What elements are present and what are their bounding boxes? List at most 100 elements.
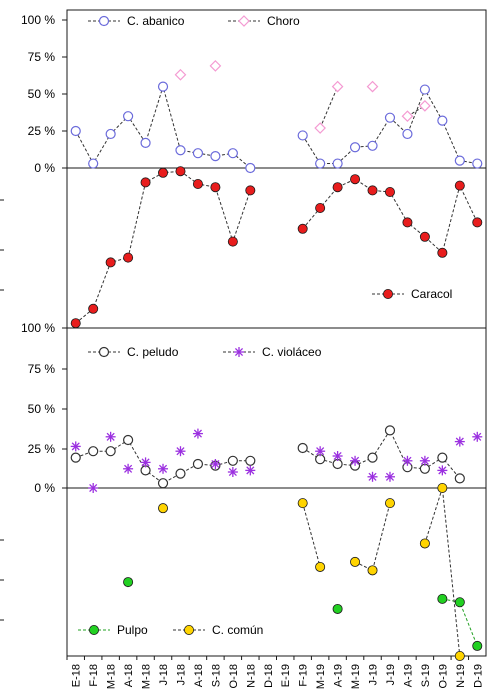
point-caracol [472, 217, 483, 228]
point-caracol [158, 167, 169, 178]
legend-marker [382, 288, 393, 299]
point-c-viol-ceo [192, 428, 203, 439]
point-pulpo [472, 640, 483, 651]
y-tick-label: 0 % [34, 481, 55, 495]
point-caracol [367, 185, 378, 196]
y-tick-label: 50 % [28, 87, 56, 101]
y-tick-label: 100 % [21, 13, 55, 27]
point-caracol [123, 252, 134, 263]
point-c-abanico [210, 151, 221, 162]
x-tick-label: J-19 [368, 664, 380, 685]
point-caracol [210, 182, 221, 193]
point-c-viol-ceo [123, 463, 134, 474]
point-caracol [350, 174, 361, 185]
legend-marker [234, 347, 244, 357]
point-c-com-n [297, 498, 308, 509]
point-c-abanico [192, 148, 204, 159]
point-c-peludo [157, 478, 169, 489]
point-choro [401, 110, 414, 123]
point-c-peludo [105, 446, 116, 457]
point-pulpo [332, 603, 343, 614]
point-c-viol-ceo [402, 455, 413, 466]
point-pulpo [437, 593, 448, 604]
x-tick-label: F-18 [88, 664, 100, 687]
point-c-viol-ceo [350, 455, 361, 466]
legend-marker [183, 625, 194, 636]
x-axis: E-18 F-18 M-18 A-18 M-18 J-18 J-18 A-18 S-18 O-18… [66, 656, 484, 689]
legend-marker [98, 15, 110, 27]
point-pulpo [123, 577, 134, 588]
point-choro [174, 68, 187, 81]
point-c-peludo [297, 442, 308, 454]
point-c-com-n [384, 498, 395, 509]
point-c-viol-ceo [472, 431, 483, 442]
point-caracol [454, 180, 465, 191]
point-c-abanico [70, 125, 81, 137]
point-c-peludo [384, 425, 396, 436]
point-c-viol-ceo [88, 483, 99, 493]
point-c-peludo [175, 468, 186, 479]
legend-label: Caracol [411, 287, 452, 301]
point-c-viol-ceo [315, 446, 326, 457]
legend-label: Choro [267, 14, 300, 28]
series-line-c-peludo [302, 429, 461, 479]
x-tick-label: M-18 [106, 664, 118, 689]
x-tick-label: N-18 [245, 664, 257, 688]
legend-label: Pulpo [117, 623, 148, 637]
point-c-abanico [140, 137, 151, 148]
point-c-com-n [419, 538, 430, 549]
point-c-abanico [437, 115, 448, 126]
point-caracol [88, 303, 99, 314]
point-c-abanico [88, 158, 99, 169]
point-caracol [245, 185, 256, 196]
legend-label: C. violáceo [262, 345, 322, 359]
x-tick-label: A-18 [123, 664, 135, 687]
point-c-viol-ceo [332, 451, 343, 461]
point-c-peludo [437, 452, 448, 463]
point-pulpo [454, 597, 465, 608]
x-tick-label: A-18 [193, 664, 205, 687]
point-c-viol-ceo [437, 465, 448, 476]
legend-label: C. abanico [127, 14, 185, 28]
series-line-c-com-n [302, 502, 321, 568]
point-c-abanico [157, 81, 169, 92]
x-tick-label: D-18 [263, 664, 275, 688]
point-c-abanico [349, 142, 361, 153]
x-tick-label: O-18 [228, 664, 240, 688]
point-c-abanico [384, 112, 396, 123]
point-c-viol-ceo [70, 441, 81, 452]
point-c-com-n [350, 556, 361, 567]
legend-label: C. común [212, 623, 263, 637]
point-c-abanico [227, 148, 238, 159]
x-tick-label: M-19 [315, 664, 327, 689]
point-c-viol-ceo [140, 457, 151, 468]
y-tick-label: 50 % [28, 402, 56, 416]
point-c-peludo [192, 458, 204, 470]
series-line-caracol [75, 170, 251, 324]
point-c-abanico [245, 162, 256, 174]
legends: C. abanico Choro Caracol C. peludo C. violác… [78, 14, 452, 637]
point-c-com-n [454, 651, 465, 662]
legend-marker [89, 625, 100, 636]
point-c-viol-ceo [105, 431, 116, 442]
y-axes: 100 % 75 % 50 % 25 % 0 % 100 % 75 % 50 % 25 % 0 % [0, 13, 67, 621]
x-tick-label: J-19 [385, 664, 397, 685]
point-c-viol-ceo [158, 463, 169, 474]
point-caracol [140, 177, 151, 188]
point-c-viol-ceo [245, 465, 256, 476]
y-tick-label: 100 % [21, 321, 55, 335]
point-c-peludo [367, 452, 378, 463]
x-tick-label: S-19 [420, 664, 432, 687]
point-choro [209, 60, 222, 72]
point-c-abanico [105, 128, 116, 140]
x-tick-label: J-18 [175, 664, 187, 685]
point-c-viol-ceo [384, 471, 395, 482]
point-caracol [70, 318, 81, 329]
x-tick-label: E-18 [71, 664, 83, 687]
point-caracol [105, 257, 116, 268]
point-c-peludo [70, 452, 81, 463]
x-tick-label: D-19 [472, 664, 484, 688]
point-c-abanico [332, 158, 343, 169]
y-tick-label: 25 % [28, 442, 56, 456]
